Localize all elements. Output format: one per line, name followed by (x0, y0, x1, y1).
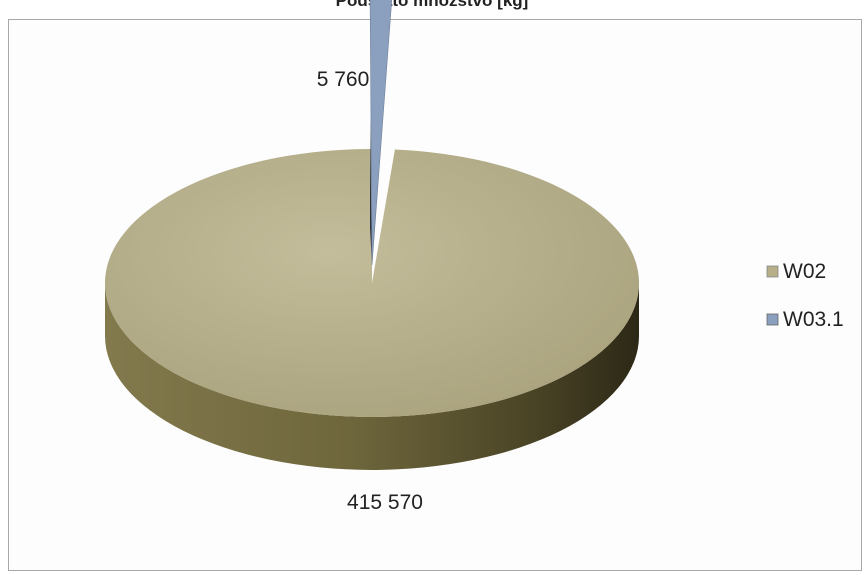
data-label-w02: 415 570 (347, 491, 423, 514)
legend-swatch-w02 (766, 265, 779, 278)
legend-label-w02: W02 (783, 260, 826, 283)
chart-title: Podstato množstvo [kg] (335, 0, 529, 10)
legend: W02 W03.1 (766, 260, 844, 331)
pie-side-wall-w02 (105, 283, 639, 470)
pie-slice-w02 (105, 149, 640, 417)
legend-swatch-w03-1 (766, 313, 779, 326)
pie-slice-w03-1 (369, 0, 393, 266)
data-label-w03-1: 5 760 (317, 68, 370, 91)
legend-label-w03-1: W03.1 (783, 308, 844, 331)
